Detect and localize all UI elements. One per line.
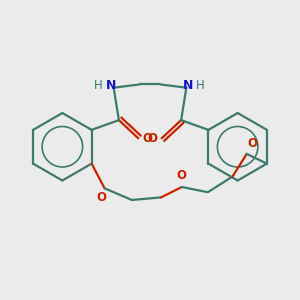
Text: N: N	[106, 79, 116, 92]
Text: N: N	[183, 79, 194, 92]
Text: O: O	[96, 191, 106, 204]
Text: O: O	[247, 137, 257, 150]
Text: O: O	[177, 169, 187, 182]
Text: H: H	[196, 79, 205, 92]
Text: O: O	[148, 132, 158, 145]
Text: O: O	[142, 132, 152, 145]
Text: H: H	[94, 79, 103, 92]
